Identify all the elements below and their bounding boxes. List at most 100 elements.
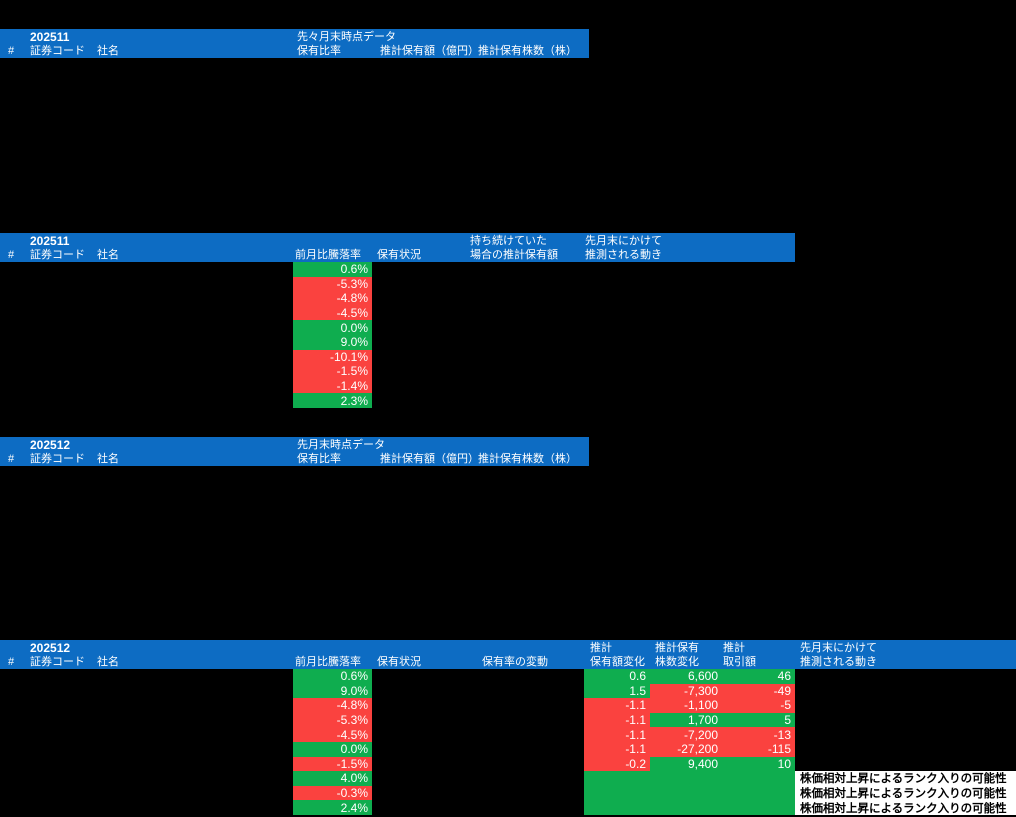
est-shares-change-cell[interactable]: -7,200 [650,727,722,742]
table4-header[interactable]: 202512 推計 推計保有 推計 先月末にかけて # 証券コード 社名 前月比… [0,640,1016,669]
est-trade-amount-cell[interactable] [722,771,795,786]
table2-period-label: 202511 [30,234,70,248]
table4-col-header-code: 証券コード [30,656,85,668]
est-amount-change-cell[interactable]: -1.1 [584,698,650,713]
change-rate-cell[interactable]: -4.8% [293,291,372,306]
est-shares-change-cell[interactable]: -7,300 [650,683,722,699]
est-shares-change-cell[interactable] [650,785,722,801]
table3-col-header-ratio: 保有比率 [297,453,341,465]
est-shares-change-cell[interactable]: -1,100 [650,698,722,713]
est-shares-change-cell[interactable] [650,771,722,786]
est-trade-amount-cell[interactable]: 46 [722,669,795,684]
est-trade-amount-cell[interactable]: -49 [722,683,795,699]
table2-col-header-code: 証券コード [30,249,85,261]
table4-col-header-status: 保有状況 [377,656,421,668]
table4-col-header-est-amount-2: 保有額変化 [590,656,645,668]
table4-amount-column: 0.6 1.5 -1.1 -1.1 -1.1 -1.1 -0.2 [584,669,650,815]
table3-title: 先月末時点データ [297,439,385,451]
table4-col-header-est-amount-1: 推計 [590,642,612,654]
change-rate-cell[interactable]: -4.5% [293,305,372,321]
rank-note-cell: 株価相対上昇によるランク入りの可能性 [795,800,1016,816]
est-trade-amount-cell[interactable]: 5 [722,712,795,728]
est-amount-change-cell[interactable]: -1.1 [584,741,650,757]
table4-col-header-est-shares-1: 推計保有 [655,642,699,654]
table4-trade-column: 46 -49 -5 5 -13 -115 10 [722,669,795,815]
est-amount-change-cell[interactable]: 1.5 [584,683,650,699]
est-amount-change-cell[interactable] [584,771,650,786]
change-rate-cell[interactable]: 2.3% [293,393,372,408]
table4-col-header-est-shares-2: 株数変化 [655,656,699,668]
rank-note-cell: 株価相対上昇によるランク入りの可能性 [795,785,1016,801]
table1-col-header-ratio: 保有比率 [297,45,341,57]
table1-header[interactable]: 202511 先々月末時点データ # 証券コード 社名 保有比率 推計保有額（億… [0,29,589,58]
table4-col-header-est-trade-2: 取引額 [723,656,756,668]
table2-col-header-company: 社名 [97,249,119,261]
table4-col-header-move-1: 先月末にかけて [800,642,877,654]
est-amount-change-cell[interactable]: -1.1 [584,727,650,742]
change-rate-cell[interactable]: 9.0% [293,683,372,699]
est-trade-amount-cell[interactable]: -5 [722,698,795,713]
change-rate-cell[interactable]: 0.6% [293,669,372,684]
table2-col-header-move-1: 先月末にかけて [585,235,662,247]
change-rate-cell[interactable]: -1.5% [293,756,372,772]
est-amount-change-cell[interactable]: -1.1 [584,712,650,728]
table2-col-header-index: # [8,249,15,261]
change-rate-cell[interactable]: -4.5% [293,727,372,742]
change-rate-cell[interactable]: 9.0% [293,334,372,350]
est-trade-amount-cell[interactable] [722,800,795,815]
table3-col-header-company: 社名 [97,453,119,465]
table4-col-header-ratio-change: 保有率の変動 [482,656,548,668]
est-trade-amount-cell[interactable] [722,785,795,801]
change-rate-cell[interactable]: 0.6% [293,262,372,277]
table3-col-header-shares: 推計保有株数（株） [478,453,577,465]
est-amount-change-cell[interactable] [584,785,650,801]
est-trade-amount-cell[interactable]: -115 [722,741,795,757]
est-shares-change-cell[interactable]: 1,700 [650,712,722,728]
rank-note-cell: 株価相対上昇によるランク入りの可能性 [795,771,1016,786]
est-shares-change-cell[interactable] [650,800,722,815]
table2-col-header-hold-1: 持ち続けていた [470,235,547,247]
table1-col-header-company: 社名 [97,45,119,57]
est-shares-change-cell[interactable]: 9,400 [650,756,722,772]
table4-col-header-est-trade-1: 推計 [723,642,745,654]
table2-header[interactable]: 202511 持ち続けていた 先月末にかけて # 証券コード 社名 前月比騰落率… [0,233,795,262]
table4-col-header-change: 前月比騰落率 [295,656,361,668]
table1-period-label: 202511 [30,30,70,44]
table4-period-label: 202512 [30,641,71,655]
table3-header[interactable]: 202512 先月末時点データ # 証券コード 社名 保有比率 推計保有額（億円… [0,437,589,466]
change-rate-cell[interactable]: 2.4% [293,800,372,815]
table3-col-header-code: 証券コード [30,453,85,465]
est-shares-change-cell[interactable]: -27,200 [650,741,722,757]
est-shares-change-cell[interactable]: 6,600 [650,669,722,684]
table4-change-column: 0.6% 9.0% -4.8% -5.3% -4.5% 0.0% -1.5% 4.0% -0.3… [293,669,372,815]
table1-col-header-index: # [8,45,15,57]
table2-col-header-status: 保有状況 [377,249,421,261]
table3-col-header-index: # [8,453,15,465]
table2-col-header-change: 前月比騰落率 [295,249,361,261]
change-rate-cell[interactable]: 0.0% [293,741,372,757]
est-amount-change-cell[interactable] [584,800,650,815]
table4-notes-column: 株価相対上昇によるランク入りの可能性 株価相対上昇によるランク入りの可能性 株価相対… [795,771,1016,816]
change-rate-cell[interactable]: 4.0% [293,771,372,786]
change-rate-cell[interactable]: -1.5% [293,364,372,379]
change-rate-cell[interactable]: -1.4% [293,378,372,394]
table1-col-header-shares: 推計保有株数（株） [478,45,577,57]
change-rate-cell[interactable]: -10.1% [293,349,372,365]
table4-col-header-move-2: 推測される動き [800,656,877,668]
change-rate-cell[interactable]: -5.3% [293,712,372,728]
change-rate-cell[interactable]: -0.3% [293,785,372,801]
change-rate-cell[interactable]: 0.0% [293,320,372,335]
table4-col-header-index: # [8,656,15,668]
est-amount-change-cell[interactable]: -0.2 [584,756,650,772]
table1-title: 先々月末時点データ [297,31,396,43]
change-rate-cell[interactable]: -5.3% [293,276,372,292]
table3-period-label: 202512 [30,438,71,452]
est-amount-change-cell[interactable]: 0.6 [584,669,650,684]
change-rate-cell[interactable]: -4.8% [293,698,372,713]
est-trade-amount-cell[interactable]: 10 [722,756,795,772]
table2-col-header-hold-2: 場合の推計保有額 [470,249,558,261]
est-trade-amount-cell[interactable]: -13 [722,727,795,742]
table1-col-header-amount: 推計保有額（億円） [380,45,479,57]
table1-col-header-code: 証券コード [30,45,85,57]
